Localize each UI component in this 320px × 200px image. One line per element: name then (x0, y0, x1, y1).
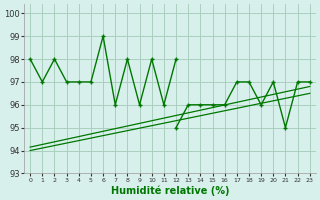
X-axis label: Humidité relative (%): Humidité relative (%) (111, 185, 229, 196)
